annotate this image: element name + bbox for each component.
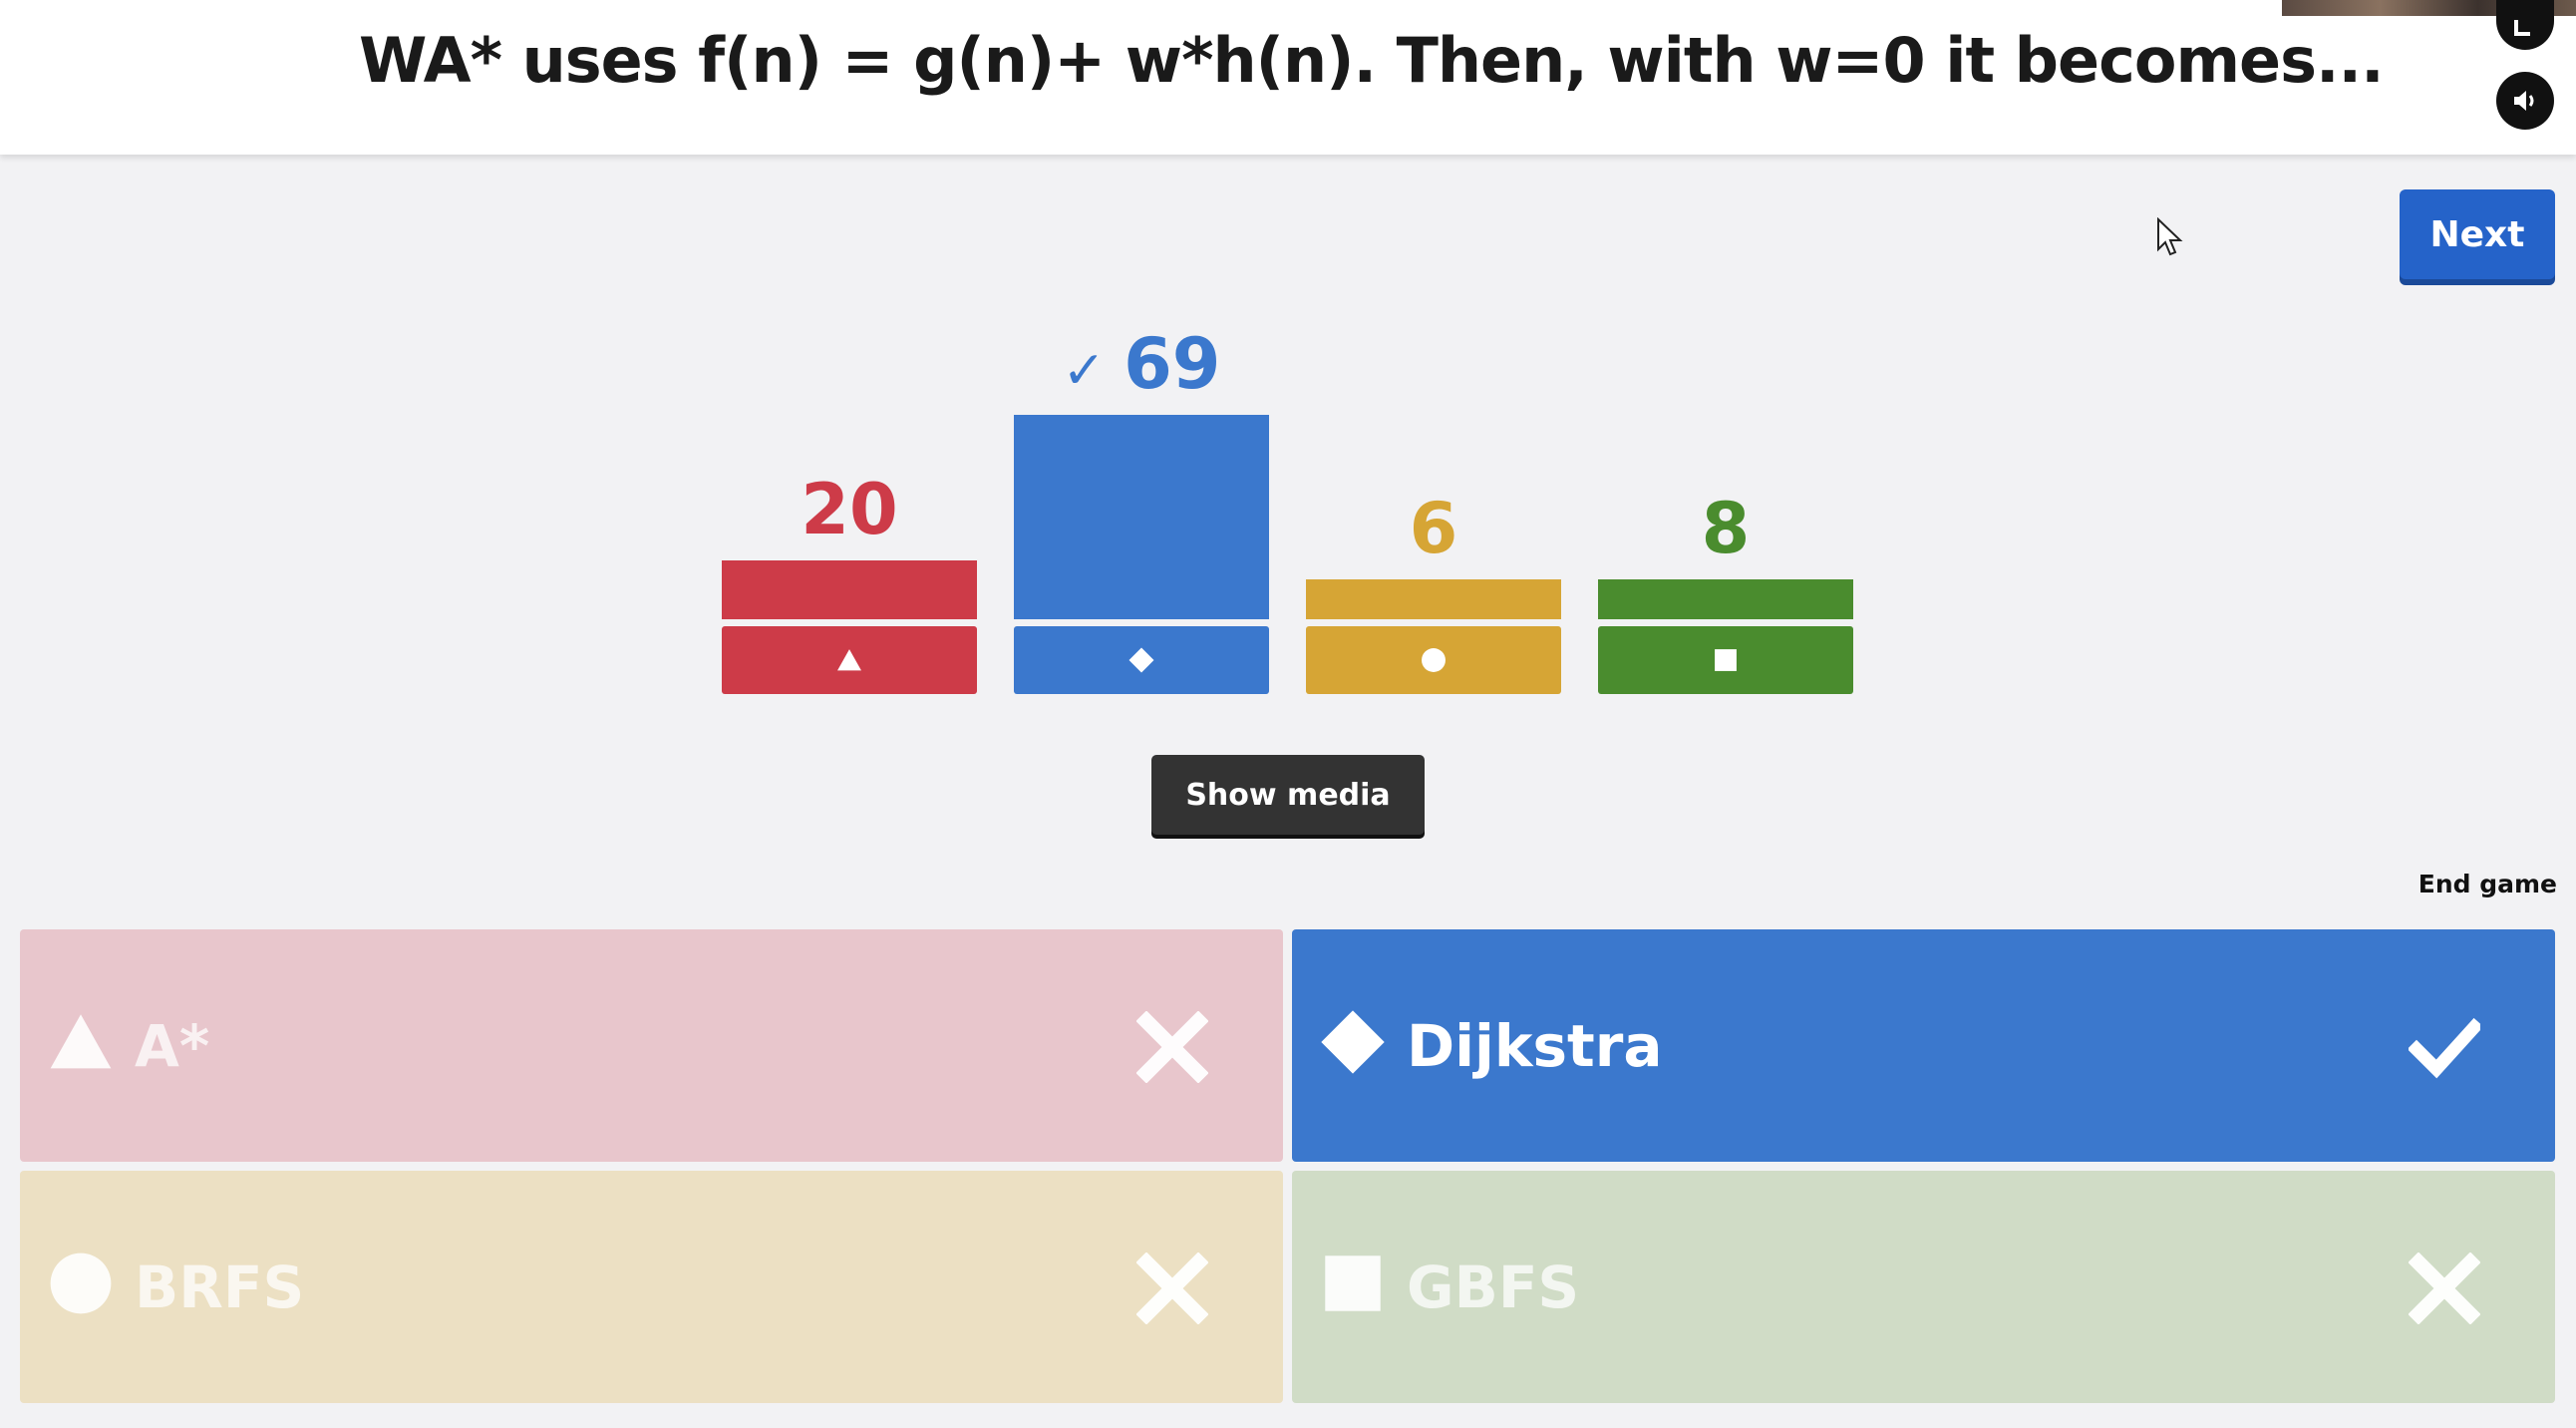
- vote-count: 69: [1124, 323, 1221, 405]
- answer-option-diamond[interactable]: Dijkstra: [1292, 929, 2555, 1162]
- answer-label: Dijkstra: [1407, 1011, 1663, 1080]
- bar-shape-base: [722, 626, 977, 694]
- bar-shape-base: [1014, 626, 1269, 694]
- sound-icon: [2514, 91, 2534, 111]
- answer-option-circle[interactable]: BRFS: [20, 1171, 1283, 1403]
- bar-fill: [1306, 579, 1561, 619]
- circle-icon: [50, 1252, 112, 1314]
- bar-fill: [722, 560, 977, 619]
- result-bar-triangle: 20: [722, 0, 977, 718]
- expand-button[interactable]: [2496, 0, 2554, 50]
- cross-icon: [2408, 1251, 2481, 1325]
- check-icon: [2407, 1011, 2484, 1083]
- result-bar-circle: 6: [1306, 0, 1561, 718]
- diamond-icon: [1128, 647, 1154, 673]
- next-button[interactable]: Next: [2400, 189, 2555, 279]
- answer-label: GBFS: [1407, 1252, 1580, 1321]
- cross-icon: [1135, 1010, 1209, 1084]
- bar-value-label: 20: [722, 469, 977, 550]
- answer-label: BRFS: [135, 1252, 305, 1321]
- answer-shape: [1320, 1250, 1390, 1320]
- circle-icon: [1422, 648, 1446, 672]
- end-game-link[interactable]: End game: [2417, 870, 2557, 898]
- square-icon: [1715, 649, 1737, 671]
- question-header: WA* uses f(n) = g(n)+ w*h(n). Then, with…: [0, 0, 2576, 155]
- result-bar-diamond: ✓ 69: [1014, 0, 1269, 718]
- mouse-cursor-icon: [2157, 217, 2183, 256]
- sound-button[interactable]: [2496, 72, 2554, 130]
- show-media-button[interactable]: Show media: [1151, 755, 1425, 835]
- bar-value-label: 8: [1598, 488, 1853, 569]
- bar-shape-base: [1306, 626, 1561, 694]
- results-chart: 20 ✓ 69 6 8: [722, 0, 1853, 718]
- answer-label: A*: [135, 1011, 210, 1080]
- bar-value-label: 6: [1306, 488, 1561, 569]
- answer-shape: [48, 1250, 118, 1320]
- question-title: WA* uses f(n) = g(n)+ w*h(n). Then, with…: [359, 24, 2385, 97]
- cross-icon: [1135, 1251, 1209, 1325]
- answer-shape: [1320, 1009, 1390, 1079]
- vote-count: 6: [1409, 488, 1458, 569]
- answer-shape: [48, 1009, 118, 1079]
- square-icon: [1325, 1255, 1381, 1311]
- bar-fill: [1014, 415, 1269, 619]
- vote-count: 20: [801, 469, 898, 550]
- bar-value-label: ✓ 69: [1014, 323, 1269, 405]
- expand-icon: [2514, 20, 2530, 36]
- result-bar-square: 8: [1598, 0, 1853, 718]
- diamond-icon: [1321, 1010, 1385, 1074]
- answer-option-square[interactable]: GBFS: [1292, 1171, 2555, 1403]
- triangle-icon: [50, 1014, 112, 1069]
- bar-fill: [1598, 579, 1853, 619]
- bar-shape-base: [1598, 626, 1853, 694]
- check-icon: ✓: [1062, 341, 1107, 401]
- answer-option-triangle[interactable]: A*: [20, 929, 1283, 1162]
- vote-count: 8: [1701, 488, 1751, 569]
- triangle-icon: [837, 649, 861, 671]
